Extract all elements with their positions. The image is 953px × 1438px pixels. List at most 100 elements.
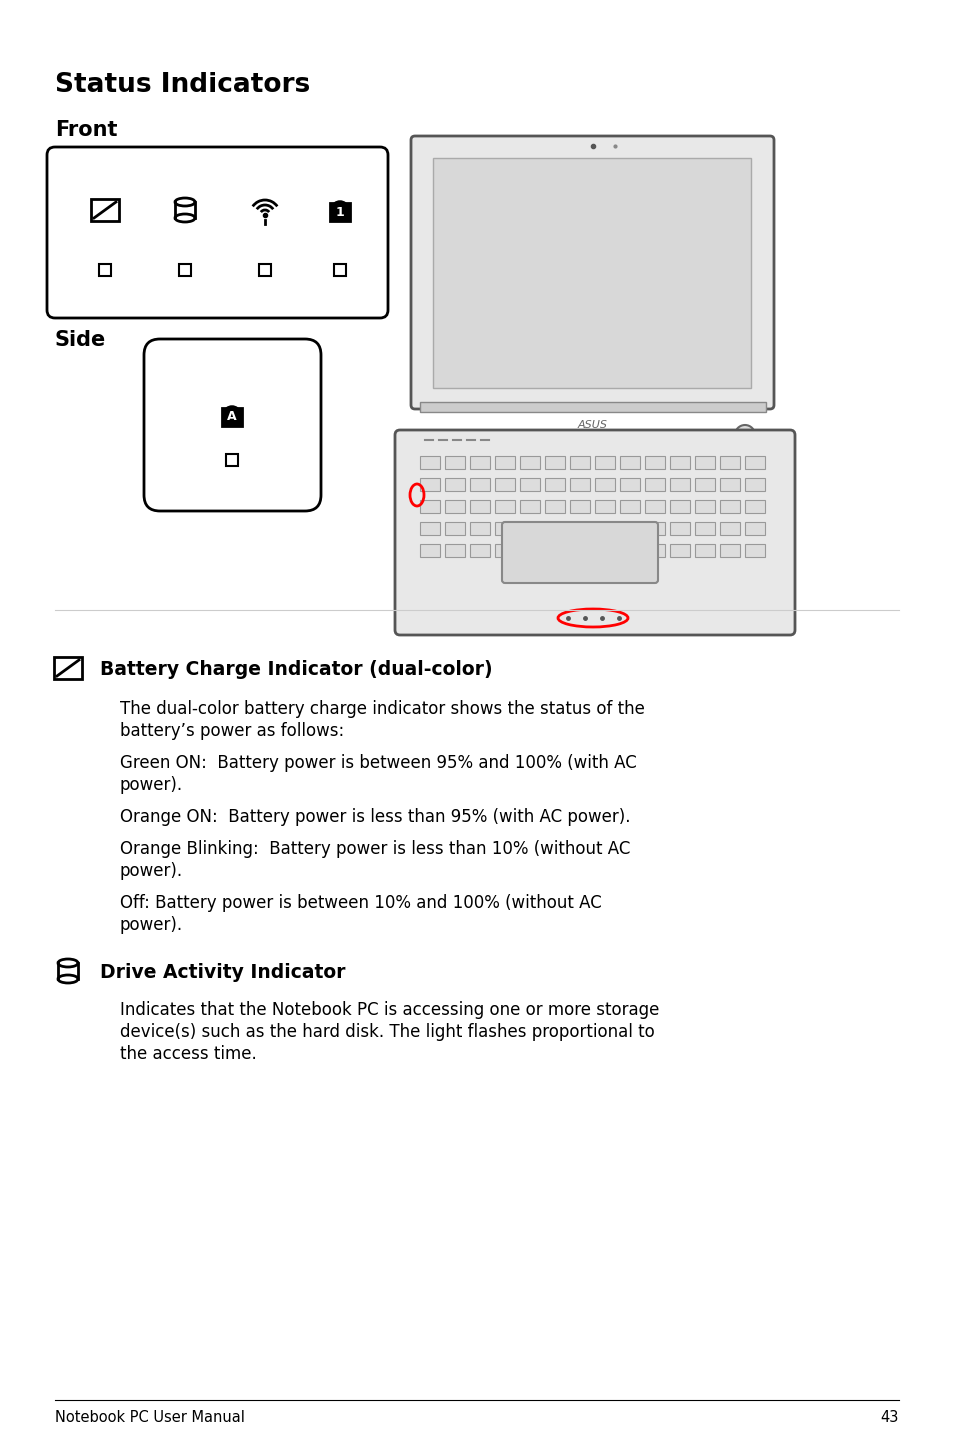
Bar (99, 265, 111, 276)
Bar (519, 477, 539, 490)
Bar (744, 544, 764, 557)
Bar (519, 456, 539, 469)
Bar (470, 522, 490, 535)
Bar (470, 544, 490, 557)
Text: Drive Activity Indicator: Drive Activity Indicator (100, 963, 345, 982)
Bar (569, 500, 589, 513)
Bar (495, 500, 515, 513)
Bar (419, 500, 439, 513)
Text: Status Indicators: Status Indicators (55, 72, 310, 98)
Text: Green ON:  Battery power is between 95% and 100% (with AC: Green ON: Battery power is between 95% a… (120, 754, 636, 772)
Text: Indicates that the Notebook PC is accessing one or more storage: Indicates that the Notebook PC is access… (120, 1001, 659, 1020)
Text: Battery Charge Indicator (dual-color): Battery Charge Indicator (dual-color) (100, 660, 492, 679)
Bar (669, 544, 689, 557)
Bar (569, 522, 589, 535)
Text: 1: 1 (335, 206, 344, 219)
Bar (470, 456, 490, 469)
Text: Orange ON:  Battery power is less than 95% (with AC power).: Orange ON: Battery power is less than 95… (120, 808, 630, 825)
Bar (695, 522, 714, 535)
Bar (544, 456, 564, 469)
Text: power).: power). (120, 777, 183, 794)
Bar (470, 477, 490, 490)
Bar (595, 500, 615, 513)
Bar (595, 477, 615, 490)
FancyBboxPatch shape (222, 408, 242, 426)
Bar (419, 477, 439, 490)
Bar (495, 522, 515, 535)
Bar (720, 500, 740, 513)
Bar (470, 500, 490, 513)
Bar (495, 456, 515, 469)
Bar (519, 544, 539, 557)
Bar (695, 477, 714, 490)
Bar (544, 544, 564, 557)
Bar (619, 544, 639, 557)
Bar (644, 456, 664, 469)
Bar (720, 522, 740, 535)
Bar (179, 265, 191, 276)
Bar (695, 500, 714, 513)
Bar (595, 544, 615, 557)
Bar (495, 477, 515, 490)
Text: the access time.: the access time. (120, 1045, 256, 1063)
Bar (644, 522, 664, 535)
Bar (419, 522, 439, 535)
Bar (569, 456, 589, 469)
Bar (495, 544, 515, 557)
Text: 43: 43 (880, 1411, 898, 1425)
FancyBboxPatch shape (144, 339, 320, 510)
Bar (544, 477, 564, 490)
Bar (419, 544, 439, 557)
Bar (419, 403, 765, 413)
Bar (569, 544, 589, 557)
Text: Side: Side (55, 329, 106, 349)
Text: Off: Battery power is between 10% and 100% (without AC: Off: Battery power is between 10% and 10… (120, 894, 601, 912)
Text: Front: Front (55, 119, 117, 139)
Text: power).: power). (120, 916, 183, 935)
Bar (644, 500, 664, 513)
Bar (419, 456, 439, 469)
Bar (334, 265, 346, 276)
Circle shape (734, 426, 754, 444)
Bar (569, 477, 589, 490)
Text: Notebook PC User Manual: Notebook PC User Manual (55, 1411, 245, 1425)
Bar (444, 477, 464, 490)
Bar (619, 456, 639, 469)
Bar (444, 456, 464, 469)
Bar (226, 454, 237, 466)
Bar (744, 456, 764, 469)
Text: Orange Blinking:  Battery power is less than 10% (without AC: Orange Blinking: Battery power is less t… (120, 840, 630, 858)
Bar (519, 522, 539, 535)
Bar (669, 500, 689, 513)
FancyBboxPatch shape (395, 430, 794, 636)
Text: The dual-color battery charge indicator shows the status of the: The dual-color battery charge indicator … (120, 700, 644, 718)
Bar (669, 456, 689, 469)
Text: A: A (227, 410, 236, 424)
Bar (544, 522, 564, 535)
Text: device(s) such as the hard disk. The light flashes proportional to: device(s) such as the hard disk. The lig… (120, 1022, 654, 1041)
Bar (444, 522, 464, 535)
Bar (644, 544, 664, 557)
FancyBboxPatch shape (411, 137, 773, 408)
FancyBboxPatch shape (47, 147, 388, 318)
Bar (669, 477, 689, 490)
Bar (695, 544, 714, 557)
FancyBboxPatch shape (330, 203, 350, 221)
Bar (744, 500, 764, 513)
Bar (619, 500, 639, 513)
Text: power).: power). (120, 861, 183, 880)
Bar (720, 456, 740, 469)
Bar (258, 265, 271, 276)
Bar (619, 477, 639, 490)
Bar (619, 522, 639, 535)
Bar (433, 158, 750, 388)
Bar (695, 456, 714, 469)
Bar (544, 500, 564, 513)
FancyBboxPatch shape (91, 198, 119, 221)
Bar (720, 544, 740, 557)
FancyBboxPatch shape (501, 522, 658, 582)
Text: battery’s power as follows:: battery’s power as follows: (120, 722, 344, 741)
Bar (595, 522, 615, 535)
Bar (595, 456, 615, 469)
Bar (744, 522, 764, 535)
